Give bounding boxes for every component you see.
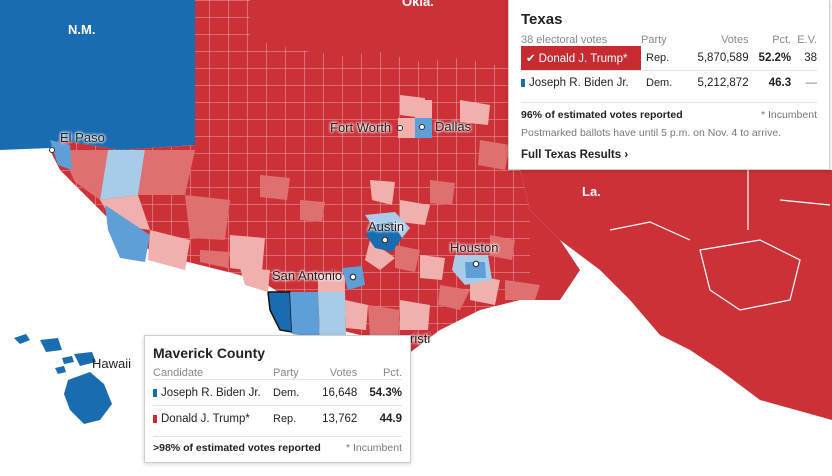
- table-row: Donald J. Trump* Rep. 13,762 44.9: [153, 405, 402, 432]
- new-mexico-region[interactable]: [0, 0, 195, 150]
- check-icon: ✔: [526, 52, 536, 65]
- party-color-bar: [153, 414, 157, 423]
- el-paso-county[interactable]: [50, 140, 72, 170]
- party-cell: Dem.: [641, 69, 682, 96]
- maverick-county[interactable]: [267, 291, 293, 333]
- county-incumbent-note: * Incumbent: [345, 441, 402, 454]
- votes-cell: 5,212,872: [681, 69, 749, 96]
- pct-cell: 52.2%: [758, 51, 792, 64]
- louisiana-region[interactable]: [520, 170, 832, 420]
- ev-header: E.V.: [797, 34, 817, 46]
- winner-cell: ✔ Donald J. Trump*: [521, 46, 641, 70]
- pct-cell: 44.9: [357, 405, 402, 432]
- party-cell: Dem.: [273, 379, 310, 406]
- candidate-header: Candidate: [153, 367, 204, 379]
- votes-cell: 5,870,589: [697, 51, 749, 64]
- table-row: Joseph R. Biden Jr. Dem. 16,648 54.3%: [153, 379, 402, 406]
- candidate-cell: Joseph R. Biden Jr.: [153, 379, 273, 406]
- corpus-christi-label: risti: [410, 331, 431, 346]
- state-results-table: 38 electoral votes Party Votes Pct. E.V.…: [521, 34, 817, 96]
- hawaii-islands[interactable]: [14, 334, 112, 424]
- candidate-name: Donald J. Trump*: [161, 412, 250, 425]
- pct-header: Pct.: [772, 34, 792, 46]
- ballot-note: Postmarked ballots have until 5 p.m. on …: [521, 127, 782, 139]
- party-cell: Rep.: [273, 405, 310, 432]
- candidate-name: Donald J. Trump*: [538, 52, 628, 65]
- county-results-table: Candidate Party Votes Pct. Joseph R. Bid…: [153, 367, 402, 432]
- party-color-bar: [153, 388, 157, 397]
- county-results-tooltip: Maverick County Candidate Party Votes Pc…: [144, 335, 411, 463]
- party-color-bar: [521, 79, 525, 88]
- ev-cell: —: [791, 69, 817, 96]
- subtitle: 38 electoral votes: [521, 34, 608, 46]
- party-header: Party: [641, 34, 667, 46]
- votes-cell: 13,762: [309, 405, 358, 432]
- candidate-name: Joseph R. Biden Jr.: [161, 386, 261, 399]
- dallas-label: Dallas: [435, 119, 472, 134]
- pct-cell: 54.3%: [357, 379, 402, 406]
- nm-label: N.M.: [68, 22, 96, 37]
- incumbent-note: * Incumbent: [760, 109, 817, 121]
- hawaii-label: Hawaii: [92, 356, 132, 371]
- fort-worth-label: Fort Worth: [330, 120, 392, 135]
- candidate-cell: Joseph R. Biden Jr.: [521, 69, 641, 96]
- candidate-name: Joseph R. Biden Jr.: [529, 77, 629, 90]
- county-reporting-row: >98% of estimated votes reported * Incum…: [153, 435, 402, 454]
- oklahoma-region[interactable]: [195, 0, 520, 70]
- table-row: ✔ Donald J. Trump* Rep. 5,870,589 52.2% 3…: [521, 46, 817, 70]
- pct-header: Pct.: [383, 367, 402, 379]
- party-header: Party: [273, 367, 299, 379]
- reported-text: 96% of estimated votes reported: [521, 109, 683, 121]
- county-title: Maverick County: [153, 345, 266, 361]
- party-cell: Rep.: [646, 51, 670, 64]
- el-paso-label: El Paso: [60, 130, 105, 145]
- votes-header: Votes: [721, 34, 749, 46]
- ev-cell: 38: [804, 51, 817, 64]
- san-antonio-label: San Antonio: [272, 268, 343, 283]
- okla-label: Okla.: [402, 0, 434, 9]
- houston-label: Houston: [450, 240, 499, 255]
- county-reported-text: >98% of estimated votes reported: [153, 441, 321, 454]
- votes-cell: 16,648: [309, 379, 358, 406]
- full-results-link[interactable]: Full Texas Results ›: [521, 149, 629, 161]
- table-row: Joseph R. Biden Jr. Dem. 5,212,872 46.3 …: [521, 69, 817, 96]
- pct-cell: 46.3: [748, 69, 792, 96]
- austin-label: Austin: [368, 219, 405, 234]
- candidate-cell: Donald J. Trump*: [153, 405, 273, 432]
- tooltip-title: Texas: [521, 11, 563, 28]
- state-results-tooltip: Texas 38 electoral votes Party Votes Pct…: [508, 0, 830, 170]
- votes-header: Votes: [329, 367, 358, 379]
- reporting-row: 96% of estimated votes reported * Incumb…: [521, 102, 817, 121]
- la-label: La.: [582, 184, 601, 199]
